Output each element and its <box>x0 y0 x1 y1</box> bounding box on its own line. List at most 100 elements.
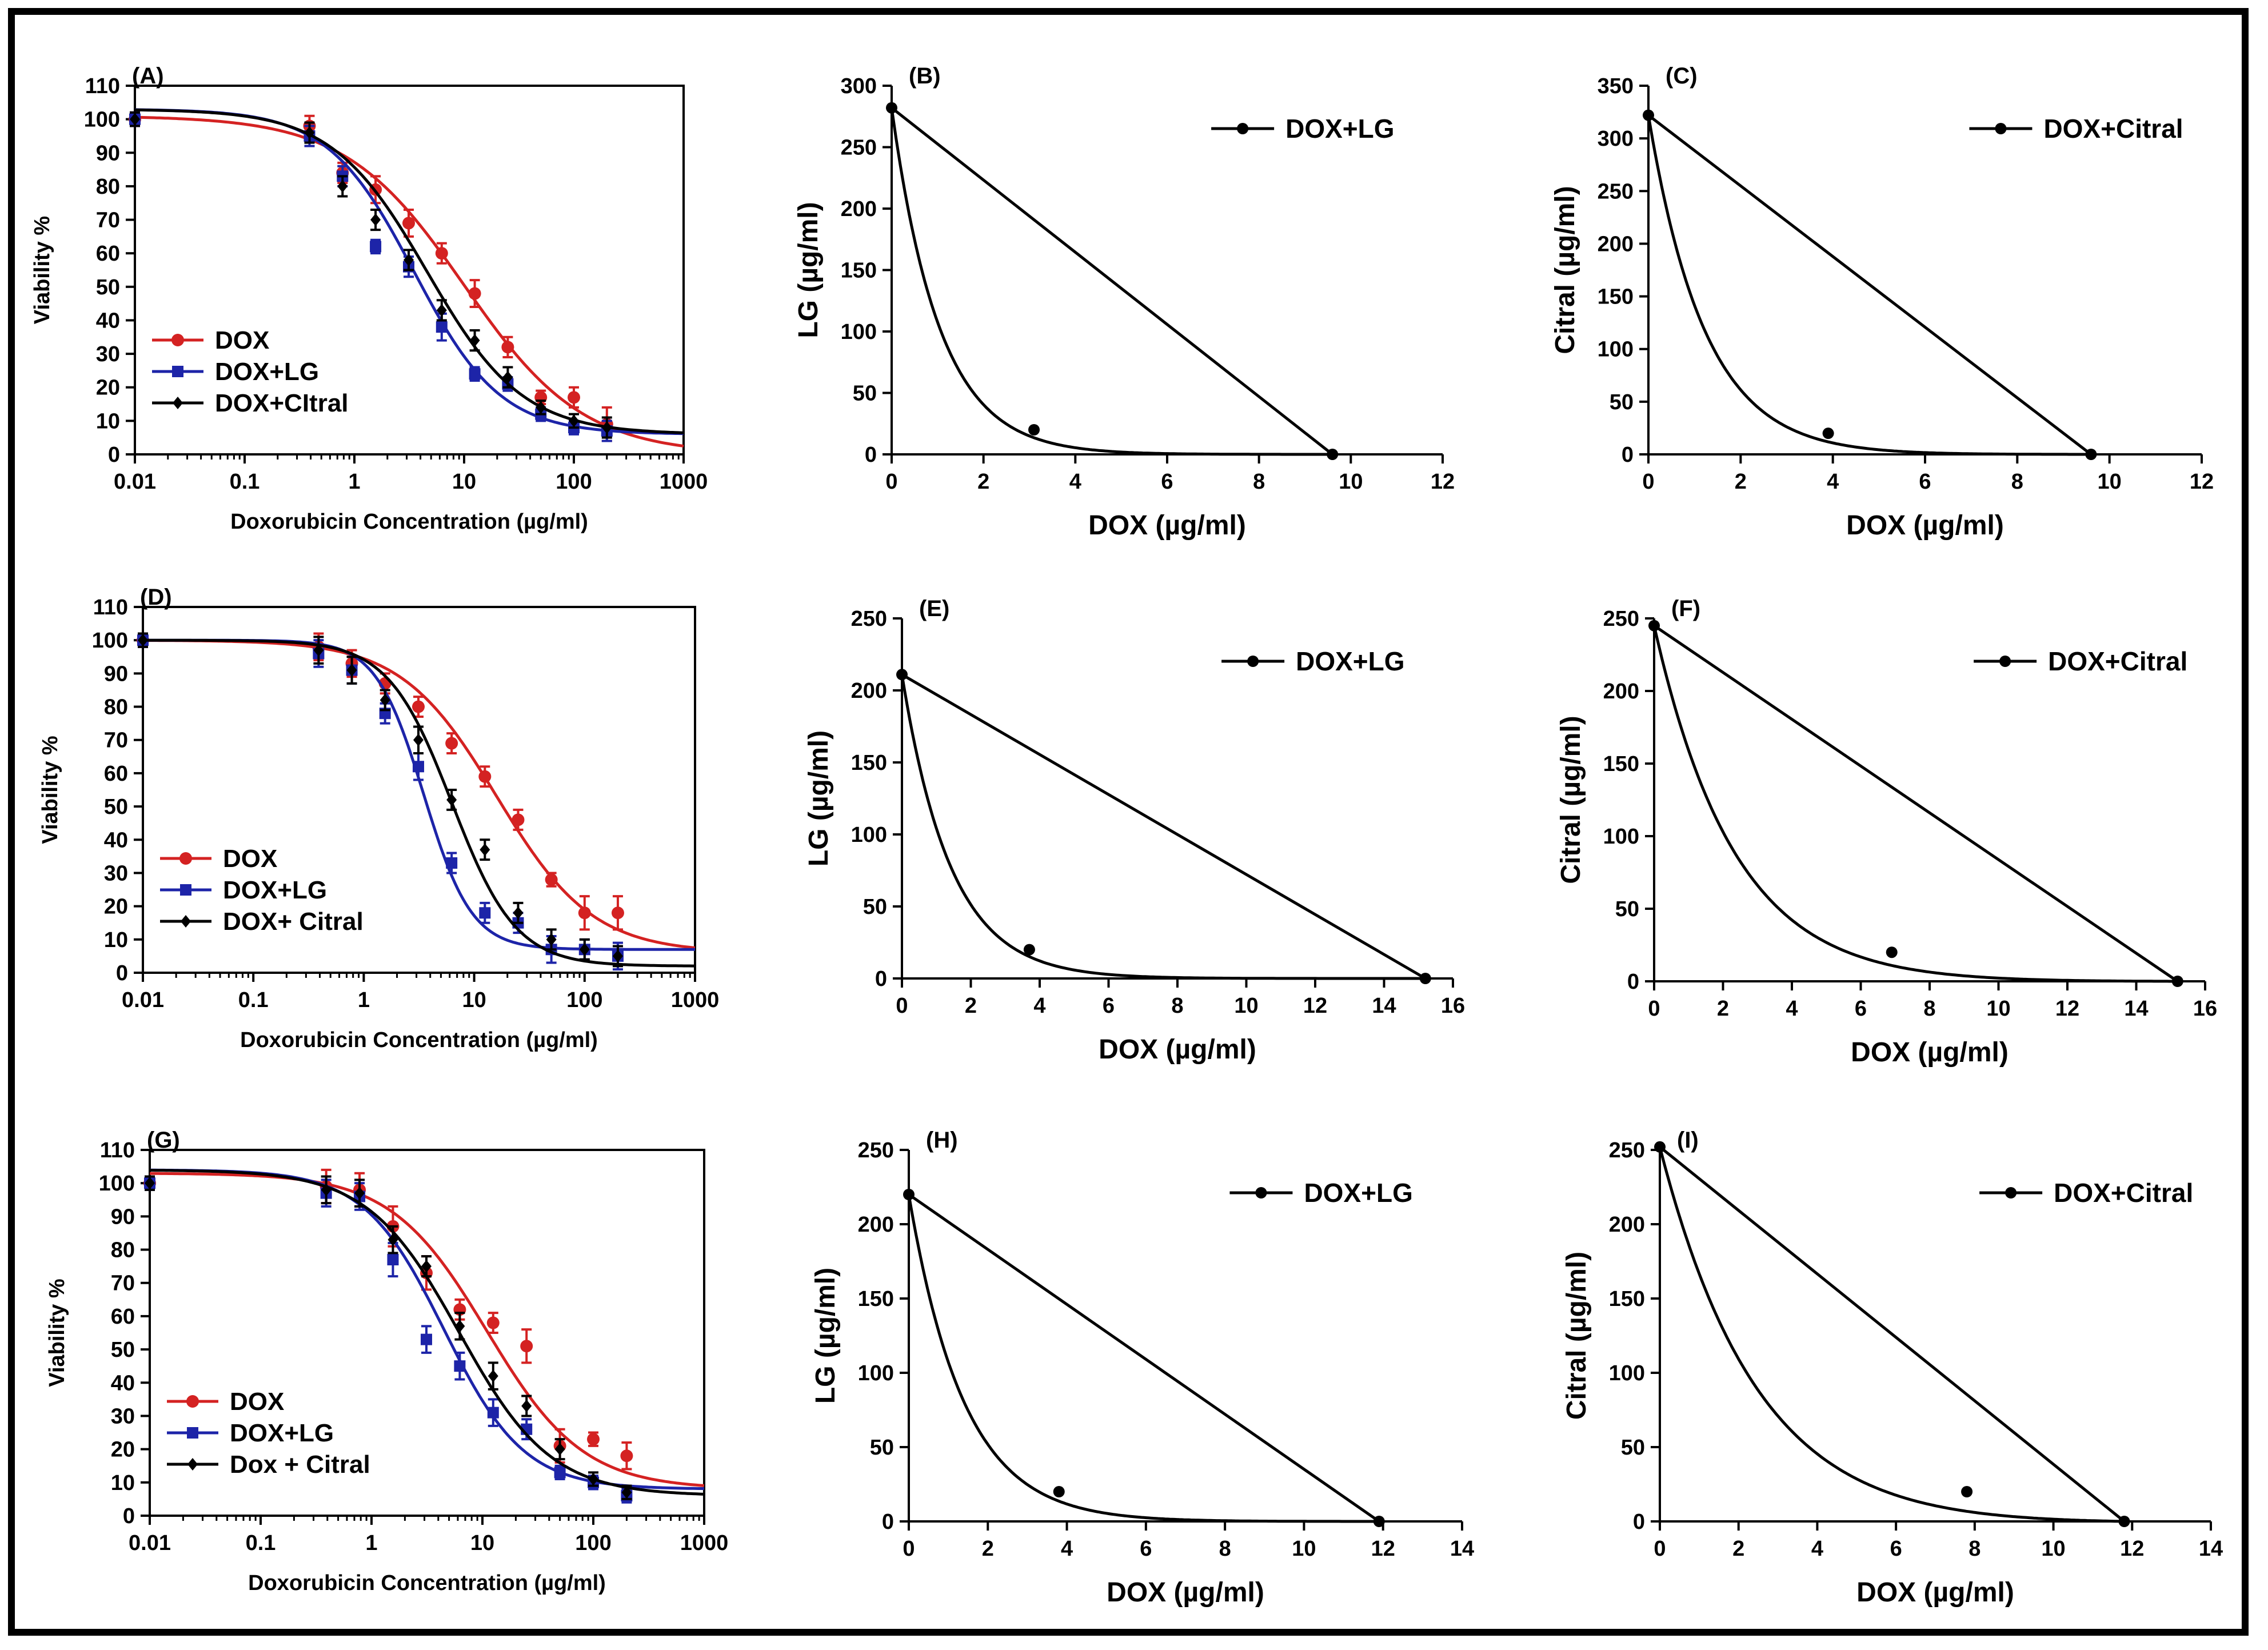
data-point <box>387 1254 399 1265</box>
data-point <box>402 217 416 230</box>
x-tick-label: 6 <box>1855 997 1867 1021</box>
y-tick-label: 150 <box>1603 752 1639 776</box>
x-tick-label: 4 <box>1069 470 1081 494</box>
y-tick-label: 20 <box>96 376 120 400</box>
legend-label: DOX <box>215 326 269 354</box>
isobole-curve <box>1647 115 2091 456</box>
data-point <box>436 303 447 317</box>
panel-i: (I) 0 2 4 6 8 10 12 14 0 50 100 150 200 250 DOX (µg/ml)… <box>1562 1128 2223 1608</box>
isobole-point <box>2171 976 2183 987</box>
x-tick-label: 2 <box>1732 1537 1744 1561</box>
legend-label: Dox + Citral <box>230 1451 370 1479</box>
y-tick-label: 250 <box>841 136 877 160</box>
legend-marker <box>187 1458 198 1471</box>
isobole-point <box>2118 1516 2130 1527</box>
x-tick-label: 10 <box>1292 1537 1316 1561</box>
x-tick-label: 100 <box>575 1531 611 1555</box>
additive-line <box>891 106 1333 456</box>
x-tick-label: 1000 <box>680 1531 729 1555</box>
y-tick-label: 250 <box>1603 607 1639 631</box>
x-tick-label: 6 <box>1161 470 1173 494</box>
y-tick-label: 200 <box>858 1213 894 1237</box>
legend-label: DOX+LG <box>230 1419 334 1447</box>
x-tick-label: 2 <box>982 1537 994 1561</box>
legend-label: DOX <box>223 845 277 873</box>
combination-point <box>1028 424 1040 436</box>
panel-a: (A)0.01 0.1 1 10 100 100001020304050607080901… <box>30 63 708 534</box>
isobole-curve <box>907 1194 1379 1523</box>
isobole-point <box>1654 1141 1666 1153</box>
y-tick-label: 150 <box>841 259 877 283</box>
isobole-point <box>1643 109 1654 121</box>
series-dox-citral <box>130 108 684 439</box>
x-tick-label: 16 <box>1441 994 1465 1018</box>
x-tick-label: 100 <box>556 470 592 494</box>
legend-label: DOX <box>230 1388 284 1416</box>
data-point <box>536 401 546 414</box>
y-tick-label: 0 <box>882 1510 894 1534</box>
x-tick-label: 10 <box>452 470 476 494</box>
legend-label: DOX+LG <box>215 358 319 386</box>
data-point <box>469 334 480 347</box>
panel-b: (B) 0 2 4 6 8 10 12 0 50 100 150 200 250 300 DOX (µg/ml… <box>793 63 1455 541</box>
y-tick-label: 100 <box>851 823 887 847</box>
legend-label: DOX+CItral <box>215 389 349 417</box>
additive-line <box>908 1193 1380 1523</box>
series-dox-citral <box>138 632 695 968</box>
legend-label: DOX+ Citral <box>223 908 364 936</box>
data-point <box>487 1407 499 1419</box>
legend-marker <box>1237 123 1249 134</box>
data-point <box>421 1260 432 1273</box>
y-tick-label: 200 <box>1598 232 1634 256</box>
x-tick-label: 10 <box>2041 1537 2065 1561</box>
data-point <box>521 1400 532 1412</box>
y-axis-title: Citral (µg/ml) <box>1556 716 1586 884</box>
y-axis-title: Viability % <box>38 736 62 844</box>
isobole-point <box>896 669 908 681</box>
data-point <box>454 1360 466 1372</box>
y-tick-label: 10 <box>111 1471 135 1495</box>
x-tick-label: 0.1 <box>246 1531 276 1555</box>
data-point <box>520 1340 533 1353</box>
x-tick-label: 10 <box>462 988 486 1012</box>
y-tick-label: 50 <box>863 895 887 919</box>
x-tick-label: 16 <box>2193 997 2217 1021</box>
y-tick-label: 0 <box>123 1504 135 1528</box>
y-tick-label: 70 <box>104 729 128 753</box>
plot-frame <box>134 85 685 456</box>
y-tick-label: 60 <box>104 762 128 786</box>
y-tick-label: 0 <box>116 961 128 985</box>
data-point <box>436 321 448 333</box>
y-tick-label: 90 <box>96 141 120 165</box>
data-point <box>304 126 315 139</box>
x-axis-title: Doxorubicin Concentration (µg/ml) <box>230 510 588 534</box>
x-tick-label: 0.01 <box>129 1531 171 1555</box>
y-axis-title: Viability % <box>30 216 54 324</box>
y-tick-label: 90 <box>111 1205 135 1229</box>
additive-line <box>901 673 1427 980</box>
legend-marker <box>181 915 191 928</box>
y-axis-title: LG (µg/ml) <box>793 202 824 338</box>
panel-h: (H) 0 2 4 6 8 10 12 14 0 50 100 150 200 250 DOX (µg/ml)… <box>810 1128 1474 1608</box>
data-point <box>569 414 579 428</box>
x-tick-label: 8 <box>1923 997 1935 1021</box>
legend-marker <box>172 366 183 377</box>
x-tick-label: 6 <box>1919 470 1931 494</box>
panel-g: (G)0.01 0.1 1 10 100 100001020304050607080901… <box>45 1128 728 1595</box>
x-axis-title: DOX (µg/ml) <box>1099 1034 1256 1065</box>
y-tick-label: 100 <box>92 629 128 653</box>
x-tick-label: 1 <box>365 1531 377 1555</box>
y-tick-label: 150 <box>851 751 887 775</box>
data-point <box>370 241 382 253</box>
y-tick-label: 100 <box>1598 338 1634 362</box>
data-point <box>587 1433 600 1446</box>
legend-marker <box>1247 656 1259 667</box>
panel-d: (D)0.01 0.1 1 10 100 100001020304050607080901… <box>38 585 719 1052</box>
fit-curve <box>149 1172 705 1487</box>
y-tick-label: 0 <box>1633 1510 1645 1534</box>
panel-e: (E) 0 2 4 6 8 10 12 14 16 0 50 100 150 200 250 DOX (µg/m… <box>804 596 1465 1065</box>
data-point <box>612 949 623 962</box>
y-tick-label: 150 <box>1609 1287 1645 1311</box>
x-tick-label: 14 <box>1450 1537 1474 1561</box>
x-tick-label: 1000 <box>671 988 720 1012</box>
